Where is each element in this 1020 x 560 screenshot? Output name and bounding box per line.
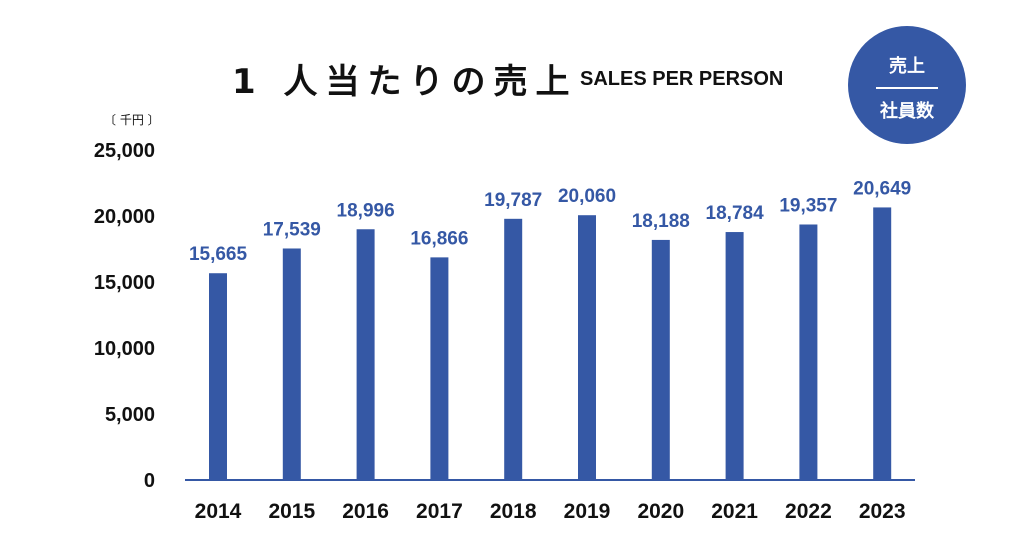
y-tick-label: 20,000: [94, 206, 155, 228]
y-tick-label: 25,000: [94, 140, 155, 162]
bar: [578, 215, 596, 480]
x-tick-label: 2023: [859, 500, 906, 523]
data-label: 18,996: [337, 200, 395, 221]
x-tick-label: 2017: [416, 500, 463, 523]
data-label: 20,649: [853, 178, 911, 199]
data-label: 16,866: [410, 228, 468, 249]
data-label: 18,784: [706, 203, 765, 224]
bar: [725, 232, 744, 480]
data-label: 17,539: [263, 219, 321, 240]
bar: [282, 248, 301, 480]
data-label: 20,060: [558, 186, 616, 207]
badge-fraction-line: [876, 87, 938, 89]
chart-title-en: SALES PER PERSON: [580, 68, 784, 90]
x-tick-label: 2021: [711, 500, 758, 523]
x-tick-label: 2019: [564, 500, 611, 523]
badge-numerator: 売上: [889, 56, 925, 77]
x-tick-label: 2018: [490, 500, 537, 523]
data-label: 19,787: [484, 190, 542, 211]
bar: [356, 229, 375, 480]
data-label: 15,665: [189, 244, 248, 265]
bar: [430, 257, 449, 480]
bar: [651, 239, 670, 480]
x-tick-label: 2022: [785, 500, 832, 523]
y-tick-label: 15,000: [94, 272, 155, 294]
y-tick-label: 10,000: [94, 338, 155, 360]
x-tick-label: 2016: [342, 500, 389, 523]
bar: [873, 207, 892, 480]
bar: [799, 224, 818, 480]
formula-badge: 売上 社員数: [848, 26, 966, 144]
badge-denominator: 社員数: [880, 101, 934, 122]
x-tick-label: 2015: [268, 500, 315, 523]
data-label: 19,357: [779, 195, 837, 216]
bar: [209, 273, 227, 480]
bar: [504, 218, 523, 481]
x-tick-label: 2014: [195, 500, 242, 523]
chart-title-jp: 1 人当たりの売上: [232, 62, 578, 102]
data-label: 18,188: [632, 211, 690, 232]
y-tick-label: 0: [144, 470, 155, 492]
y-axis-unit-label: 〔 千円 〕: [104, 113, 160, 127]
x-tick-label: 2020: [637, 500, 684, 523]
y-tick-label: 5,000: [105, 404, 155, 426]
